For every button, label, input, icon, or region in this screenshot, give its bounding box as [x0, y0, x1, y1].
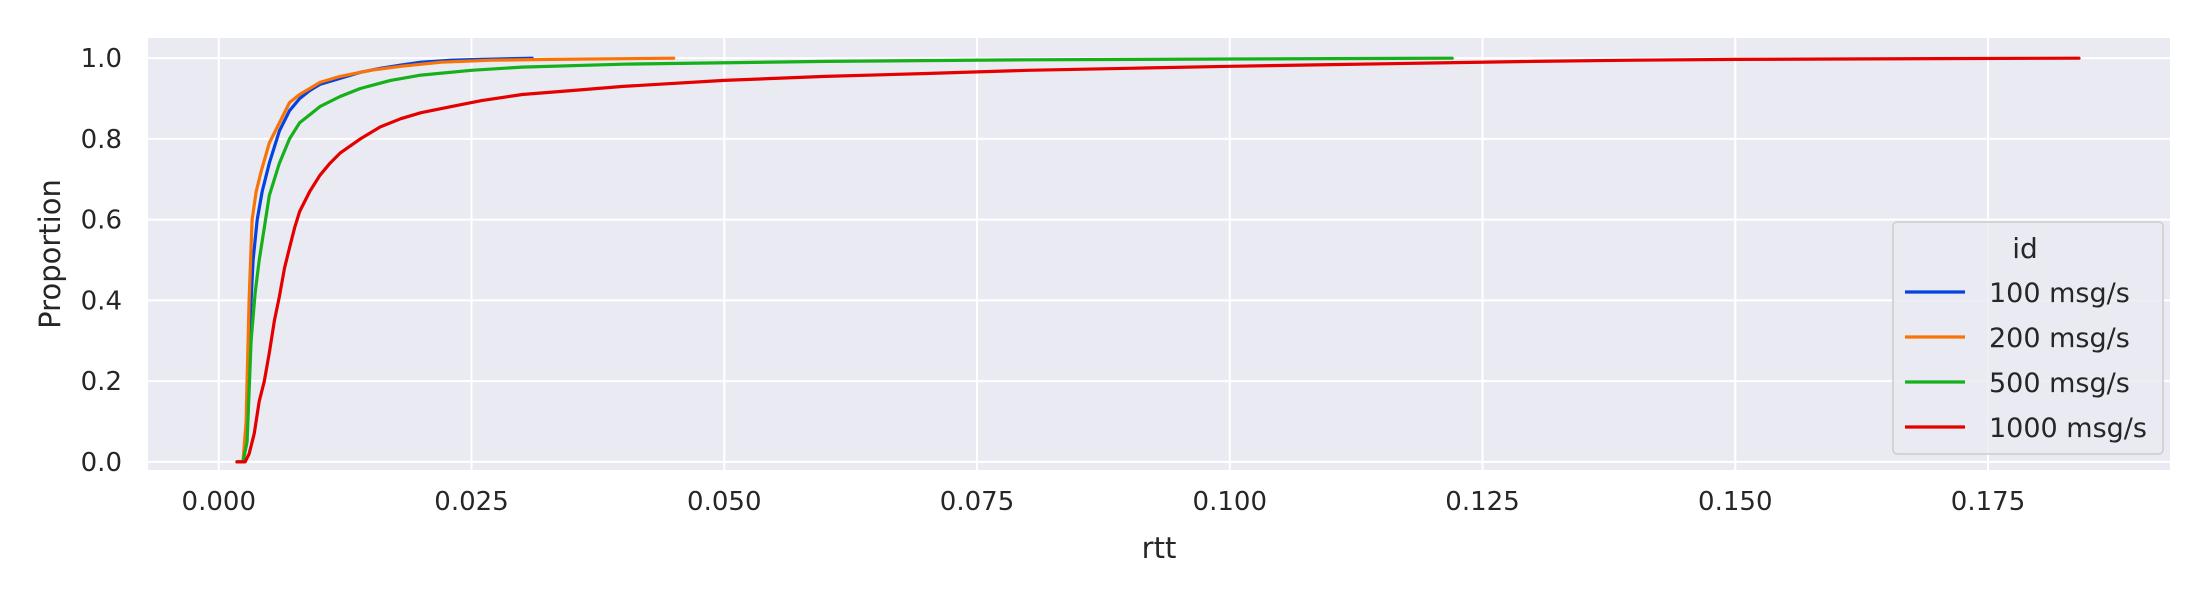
series-lines	[235, 56, 2081, 464]
y-tick-label: 1.0	[81, 44, 122, 74]
x-axis-ticks: 0.000 0.025 0.050 0.075 0.100 0.125 0.150 0.175	[182, 487, 2026, 517]
legend-item-label: 200 msg/s	[1989, 323, 2130, 354]
legend-box	[1892, 221, 2164, 455]
x-axis-label: rtt	[1142, 531, 1177, 565]
legend-items: 100 msg/s 200 msg/s 500 msg/s 1000 msg/s	[1905, 278, 2147, 444]
plot-background	[148, 38, 2170, 470]
series-line	[235, 56, 534, 464]
x-tick-label: 0.075	[940, 487, 1014, 517]
x-tick-label: 0.100	[1193, 487, 1267, 517]
series-line	[235, 56, 1454, 464]
x-tick-label: 0.050	[687, 487, 761, 517]
y-tick-label: 0.0	[81, 448, 122, 478]
series-line	[235, 56, 2081, 464]
legend-item-label: 1000 msg/s	[1989, 413, 2147, 444]
y-axis-label: Proportion	[33, 179, 67, 329]
y-tick-label: 0.2	[81, 367, 122, 397]
x-tick-label: 0.150	[1698, 487, 1772, 517]
legend: id 100 msg/s 200 msg/s 500 msg/s 1000 msg/s	[1892, 221, 2164, 455]
x-tick-label: 0.000	[182, 487, 256, 517]
legend-item-label: 100 msg/s	[1989, 278, 2130, 309]
legend-item-label: 500 msg/s	[1989, 368, 2130, 399]
series-line	[235, 56, 676, 464]
x-tick-label: 0.175	[1951, 487, 2025, 517]
y-tick-label: 0.4	[81, 286, 122, 316]
x-tick-label: 0.125	[1445, 487, 1519, 517]
y-tick-label: 0.8	[81, 125, 122, 155]
x-tick-label: 0.025	[434, 487, 508, 517]
legend-title: id	[2012, 232, 2038, 265]
y-tick-label: 0.6	[81, 206, 122, 236]
y-axis-ticks: 0.0 0.2 0.4 0.6 0.8 1.0	[81, 44, 122, 478]
